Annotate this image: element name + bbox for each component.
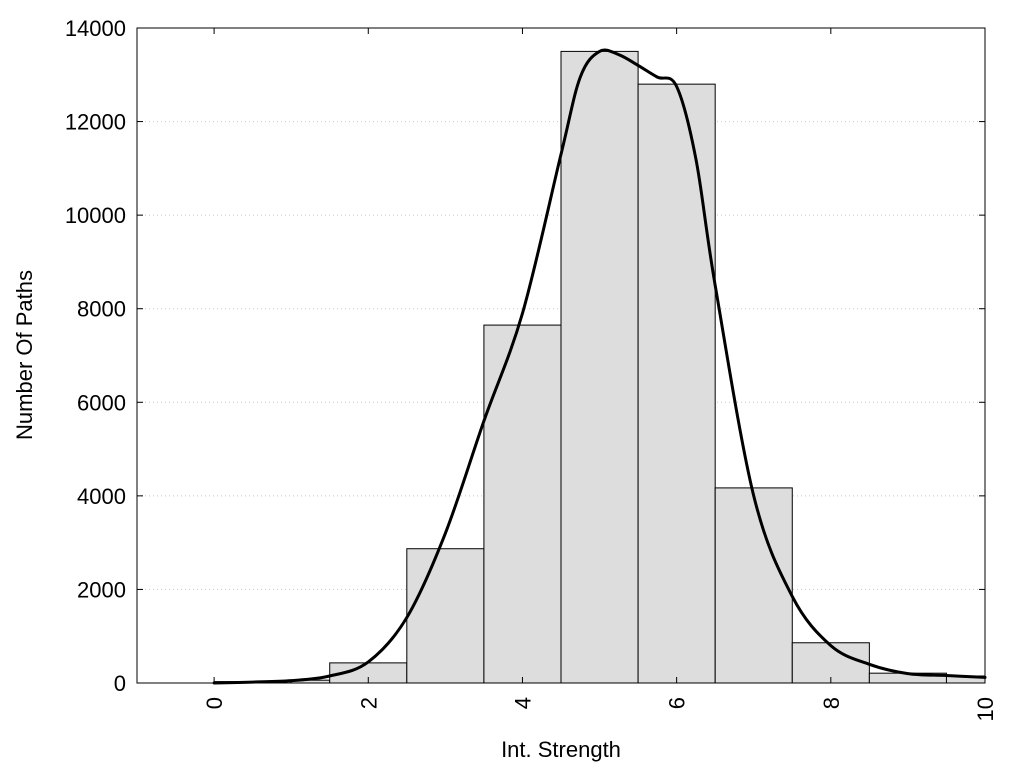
histogram-bar (483, 324, 562, 684)
y-axis-ticks: 0 2000 4000 6000 8000 10000 12000 14000 (65, 16, 985, 696)
y-tick-label: 8000 (77, 297, 126, 322)
histogram-bar (406, 548, 485, 684)
y-tick-label: 10000 (65, 203, 126, 228)
y-axis-title: Number Of Paths (12, 270, 37, 440)
x-axis-title: Int. Strength (501, 737, 621, 762)
x-tick-label: 8 (819, 697, 844, 709)
density-curve (212, 48, 987, 685)
histogram-bar (791, 642, 870, 684)
histogram-bar (714, 487, 793, 684)
axes (136, 27, 986, 684)
y-tick-label: 4000 (77, 484, 126, 509)
x-tick-label: 10 (973, 697, 998, 721)
x-tick-label: 0 (202, 697, 227, 709)
x-axis-ticks: 0 2 4 6 8 10 (202, 28, 998, 721)
y-tick-label: 6000 (77, 390, 126, 415)
x-tick-label: 2 (356, 697, 381, 709)
y-tick-label: 2000 (77, 577, 126, 602)
plot-frame (136, 27, 986, 684)
histogram-bar (637, 83, 716, 684)
y-tick-label: 12000 (65, 110, 126, 135)
histogram-bar (560, 50, 639, 684)
x-tick-label: 6 (665, 697, 690, 709)
y-tick-label: 14000 (65, 16, 126, 41)
x-tick-label: 4 (510, 697, 535, 709)
density-curve-layer (212, 48, 987, 685)
histogram-bars (213, 50, 986, 684)
y-tick-label: 0 (114, 671, 126, 696)
